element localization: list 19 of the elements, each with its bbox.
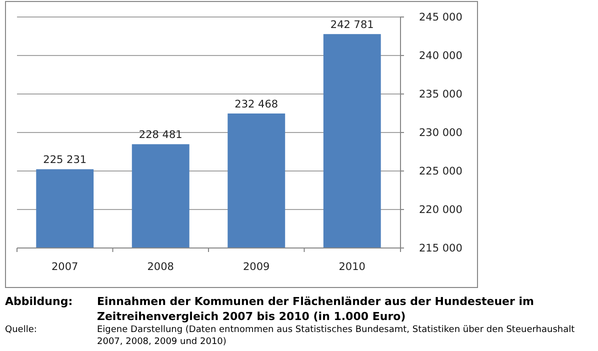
text: Einnahmen der Kommunen der Flächenländer aus der Hundesteuer im Zeitreihenvergleich 2007 bis 2010 (in 1.000 Euro) <box>97 295 534 323</box>
x-tick-label: 2010 <box>338 261 366 273</box>
x-tick-label: 2008 <box>147 261 174 273</box>
data-label: 228 481 <box>138 129 182 142</box>
y-tick-label: 220 000 <box>419 204 462 216</box>
data-label: 232 468 <box>234 98 278 110</box>
text: Eigene Darstellung (Daten entnommen aus Statistisches Bundesamt, Statistiken über den Steuerhaushalt 2007, 2008, 2009 und 2010) <box>97 325 576 347</box>
data-label: 225 231 <box>43 154 87 166</box>
y-tick-label: 215 000 <box>419 242 462 255</box>
y-tick-label: 245 000 <box>419 12 462 24</box>
y-tick-label: 240 000 <box>419 50 462 62</box>
x-tick-label: 2009 <box>243 261 270 273</box>
y-tick-label: 235 000 <box>419 88 462 101</box>
y-tick-label: 225 000 <box>419 166 462 178</box>
text: Abbildung: <box>5 295 73 308</box>
x-tick-label: 2007 <box>52 261 78 273</box>
y-tick-label: 230 000 <box>419 127 462 140</box>
source-note: Quelle: <box>5 325 37 335</box>
data-label: 242 781 <box>330 19 374 32</box>
